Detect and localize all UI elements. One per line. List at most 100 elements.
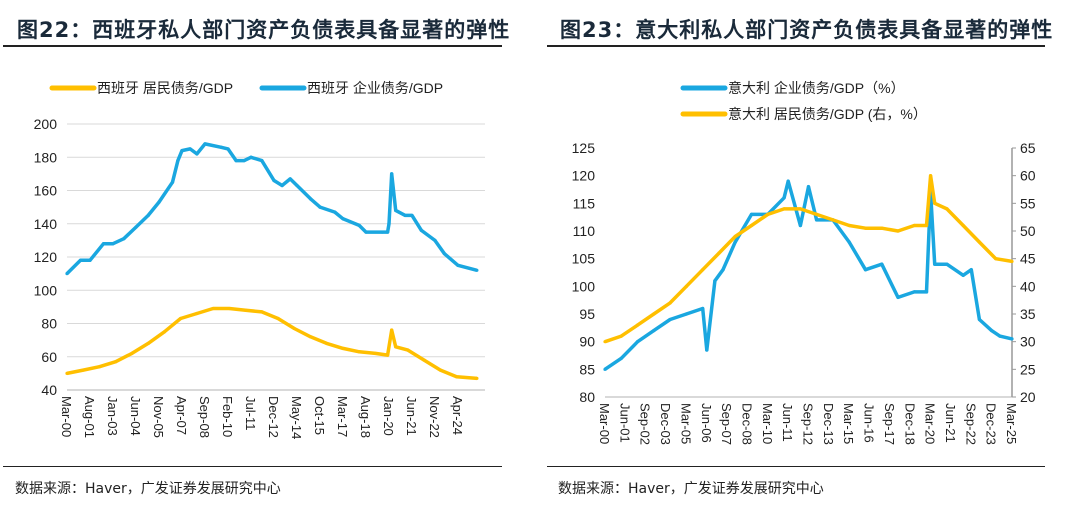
x-tick-label: Mar-20 — [923, 403, 938, 444]
data-point — [203, 142, 207, 146]
data-point — [308, 197, 313, 201]
data-point — [333, 210, 337, 214]
legend-label: 意大利 企业债务/GDP（%） — [728, 80, 905, 96]
data-point — [998, 334, 1002, 338]
y2-tick-label: 35 — [1020, 306, 1036, 322]
x-tick-label: Apr-24 — [450, 396, 465, 435]
data-point — [713, 279, 717, 283]
data-point — [325, 341, 329, 346]
data-point — [994, 257, 998, 261]
chart-title: 图22：西班牙私人部门资产负债表具备显著的弹性 — [17, 18, 511, 42]
data-point — [733, 240, 737, 244]
x-tick-label: Dec-13 — [821, 403, 836, 445]
y-tick-label: 60 — [41, 349, 57, 365]
data-point — [276, 316, 280, 321]
data-point — [65, 371, 69, 375]
data-point — [766, 212, 770, 216]
data-point — [373, 351, 378, 356]
x-tick-label: Jun-11 — [780, 403, 795, 442]
data-point — [438, 368, 442, 372]
y-tick-label: 100 — [572, 278, 596, 294]
x-tick-label: Dec-12 — [266, 396, 281, 438]
y2-tick-label: 55 — [1020, 195, 1036, 211]
data-point — [179, 316, 183, 321]
y-tick-label: 120 — [572, 168, 596, 184]
data-point — [386, 353, 390, 357]
data-point — [97, 365, 102, 369]
data-point — [234, 158, 238, 163]
data-point — [990, 329, 994, 333]
y2-tick-label: 40 — [1020, 278, 1036, 294]
data-point — [668, 317, 672, 322]
data-point — [454, 375, 459, 379]
data-point — [288, 177, 292, 181]
y-tick-label: 40 — [41, 382, 57, 398]
data-point — [176, 158, 180, 163]
data-point — [977, 240, 982, 244]
data-point — [475, 376, 479, 380]
series-line — [66, 306, 478, 381]
y-tick-label: 80 — [41, 316, 57, 332]
source-note: 数据来源：Haver，广发证券发展研究中心 — [558, 481, 824, 497]
y2-tick-label: 25 — [1020, 361, 1036, 377]
series-line — [65, 142, 478, 275]
legend-label: 西班牙 企业债务/GDP — [307, 80, 443, 96]
data-point — [442, 252, 447, 256]
data-point — [162, 330, 166, 334]
data-point — [101, 242, 106, 246]
data-point — [419, 228, 424, 232]
data-point — [357, 350, 361, 354]
data-point — [195, 311, 199, 316]
data-point — [1010, 337, 1014, 341]
series-line — [604, 179, 1013, 371]
data-point — [635, 323, 640, 327]
y-tick-label: 90 — [579, 334, 595, 350]
data-point — [847, 240, 851, 244]
x-tick-label: Sep-22 — [963, 403, 978, 445]
x-tick-label: Jun-04 — [128, 396, 143, 436]
data-point — [863, 226, 868, 230]
data-point — [619, 356, 623, 360]
data-point — [786, 179, 790, 183]
y-tick-label: 115 — [573, 195, 596, 211]
data-point — [134, 225, 138, 229]
source-divider — [547, 466, 1045, 467]
data-point — [684, 312, 688, 316]
data-point — [357, 223, 361, 228]
data-point — [782, 196, 786, 200]
data-point — [403, 213, 407, 218]
x-tick-label: May-14 — [289, 396, 304, 439]
x-tick-label: Jun-06 — [699, 403, 714, 443]
x-tick-label: Mar-15 — [841, 403, 856, 444]
x-tick-label: Feb-10 — [220, 396, 235, 437]
data-point — [114, 360, 118, 364]
y-tick-label: 105 — [572, 251, 596, 267]
data-point — [65, 272, 69, 276]
data-point — [475, 268, 479, 272]
data-point — [380, 230, 384, 234]
data-point — [721, 268, 725, 272]
data-point — [652, 329, 656, 333]
x-tick-label: Nov-22 — [427, 396, 442, 438]
data-point — [635, 340, 640, 344]
data-point — [806, 185, 811, 189]
data-point — [308, 335, 313, 339]
y2-tick-label: 45 — [1020, 251, 1036, 267]
x-tick-label: Sep-08 — [197, 396, 212, 438]
data-point — [603, 367, 607, 371]
legend-label: 意大利 居民债务/GDP (右，%） — [728, 106, 927, 122]
x-tick-label: Sep-17 — [882, 403, 897, 445]
data-point — [815, 218, 819, 222]
y-tick-label: 125 — [572, 140, 596, 156]
data-point — [749, 223, 754, 228]
data-point — [227, 306, 231, 311]
data-point — [912, 223, 916, 228]
y2-tick-label: 30 — [1020, 334, 1036, 350]
data-point — [146, 341, 150, 346]
data-point — [88, 258, 92, 262]
data-point — [933, 201, 937, 205]
data-point — [249, 155, 253, 159]
data-point — [188, 147, 192, 151]
data-point — [831, 218, 835, 222]
data-point — [619, 334, 623, 338]
